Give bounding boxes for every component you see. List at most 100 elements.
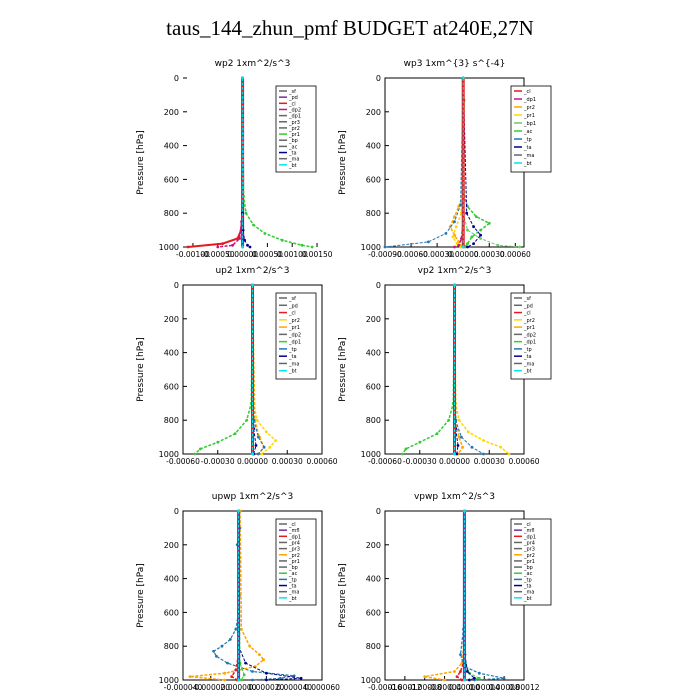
- data-point-ac: [470, 235, 474, 239]
- series-line-ac: [238, 510, 245, 681]
- legend-entry: _tp: [288, 577, 297, 583]
- legend-entry: _ma: [523, 590, 534, 596]
- data-point-pr2: [260, 452, 264, 456]
- data-point-ta: [465, 211, 469, 215]
- data-point-dp1: [401, 452, 404, 456]
- legend: _sf_pd _cl_pr2_pr1_dp2 _dp1_tp_ta_ma _bt: [510, 292, 552, 380]
- x-tick-label: -0.00060: [368, 457, 402, 466]
- data-point-bt: [453, 283, 456, 287]
- data-point-dp1: [453, 245, 456, 249]
- data-point-ta: [479, 233, 482, 237]
- y-tick-label: 1000: [361, 676, 381, 685]
- figure-title: taus_144_zhun_pmf BUDGET at240E,27N: [166, 16, 534, 40]
- legend-entry: _pr3: [523, 547, 535, 553]
- x-tick-label: 0.00060: [306, 457, 337, 466]
- data-point-bt: [463, 678, 466, 682]
- y-tick-label: 200: [366, 541, 381, 550]
- series-line-pr2: [424, 510, 466, 681]
- data-point-pr2: [258, 653, 261, 656]
- data-point-bp1: [518, 245, 522, 249]
- series-line-pr2: [251, 284, 277, 455]
- x-tick-label: -0.00090: [368, 250, 402, 259]
- legend: _sf_pd _cl_pr2_pr1_dp2 _dp1_tp_ta_ma _bt: [275, 292, 317, 380]
- data-point-cl: [251, 435, 254, 439]
- data-point-pr2: [188, 675, 192, 678]
- y-tick-label: 800: [366, 209, 381, 218]
- data-point-tp: [444, 232, 448, 235]
- legend-entry: _ta: [288, 151, 297, 157]
- chart-panel-5: upwp 1xm^2/s^3 Pressure [hPa] 0 200 400 600 80…: [136, 492, 340, 692]
- x-tick-label: 0.00000: [449, 683, 480, 692]
- panel-title: vp2 1xm^2/s^3: [418, 266, 492, 276]
- data-point-dp1: [193, 452, 197, 456]
- legend-entry: _cl: [523, 522, 531, 528]
- y-tick-label: 800: [366, 642, 381, 651]
- x-tick-label: 0.00030: [474, 250, 505, 259]
- legend-entry: _ac: [523, 571, 533, 577]
- chart-panel-1: wp2 1xm^2/s^3 Pressure [hPa] 0 200 400 600 800…: [136, 59, 333, 259]
- legend-entry: _pr2: [523, 318, 535, 324]
- data-point-pr2: [265, 430, 268, 434]
- legend-entry: _pr4: [288, 540, 300, 546]
- x-tick-label: -0.00012: [388, 683, 422, 692]
- data-point-bt: [461, 245, 465, 249]
- data-point-dp1: [230, 675, 234, 678]
- data-point-bt: [453, 452, 456, 456]
- plot-frame: [182, 77, 323, 248]
- legend-entry: _pr1: [288, 325, 300, 331]
- data-point-bt: [251, 283, 254, 287]
- data-point-pr2: [467, 430, 470, 434]
- x-tick-label: -0.00004: [428, 683, 462, 692]
- series-line-pr2: [189, 510, 265, 681]
- y-tick-label: 200: [366, 108, 381, 117]
- legend-box: [275, 85, 317, 173]
- data-point-ta: [265, 671, 268, 675]
- data-point-ac: [479, 228, 482, 232]
- series-line-tp: [454, 284, 484, 455]
- data-point-ta: [299, 676, 303, 680]
- legend-entry: _cl: [288, 522, 296, 528]
- data-point-dp1: [199, 447, 202, 451]
- data-point-pr1: [457, 435, 461, 439]
- legend-entry: _pr1: [523, 113, 535, 119]
- legend-entry: _tp: [523, 347, 532, 353]
- y-tick-label: 1000: [361, 450, 381, 459]
- x-tick-label: 0.00100: [277, 250, 308, 259]
- data-point-tp: [470, 445, 474, 449]
- legend-entry: _ma: [288, 361, 299, 367]
- data-point-bt: [463, 509, 466, 513]
- legend-entry: _bp: [523, 565, 533, 571]
- data-point-ac: [240, 678, 243, 682]
- data-point-tp: [226, 661, 229, 665]
- legend-entry: _ma: [288, 157, 299, 163]
- data-point-dp1: [234, 668, 238, 672]
- panel-title: vpwp 1xm^2/s^3: [414, 492, 495, 502]
- series-line-pr1: [241, 77, 313, 248]
- x-tick-label: 0.00150: [302, 250, 333, 259]
- chart-panel-4: vp2 1xm^2/s^3 Pressure [hPa] 0 200 400 600 800…: [338, 266, 552, 466]
- legend-entry: _dp2: [288, 107, 301, 113]
- y-tick-label: 800: [164, 209, 179, 218]
- x-tick-label: -0.000040: [164, 683, 203, 692]
- x-tick-label: -0.000020: [192, 683, 231, 692]
- legend-entry: _bp: [288, 565, 298, 571]
- x-tick-label: -0.00060: [166, 457, 200, 466]
- data-point-pr1: [454, 225, 458, 229]
- data-point-tp: [427, 240, 430, 244]
- series-line-pr2: [449, 77, 464, 248]
- series-line-tp: [459, 510, 505, 681]
- legend-entry: _bt: [523, 596, 532, 602]
- data-point-tp: [234, 627, 238, 631]
- y-tick-label: 600: [366, 382, 381, 391]
- legend-entry: _ac: [288, 144, 298, 150]
- data-point-pr2: [507, 452, 511, 456]
- data-point-pr2: [453, 670, 456, 673]
- y-axis-label: Pressure [hPa]: [338, 130, 348, 195]
- data-point-dp2: [231, 243, 235, 247]
- x-tick-label: 0.00030: [272, 457, 303, 466]
- legend-entry: _mfl: [523, 528, 535, 534]
- data-point-dp1: [245, 418, 249, 422]
- x-tick-label: 0.00008: [489, 683, 520, 692]
- y-axis-label: Pressure [hPa]: [338, 337, 348, 402]
